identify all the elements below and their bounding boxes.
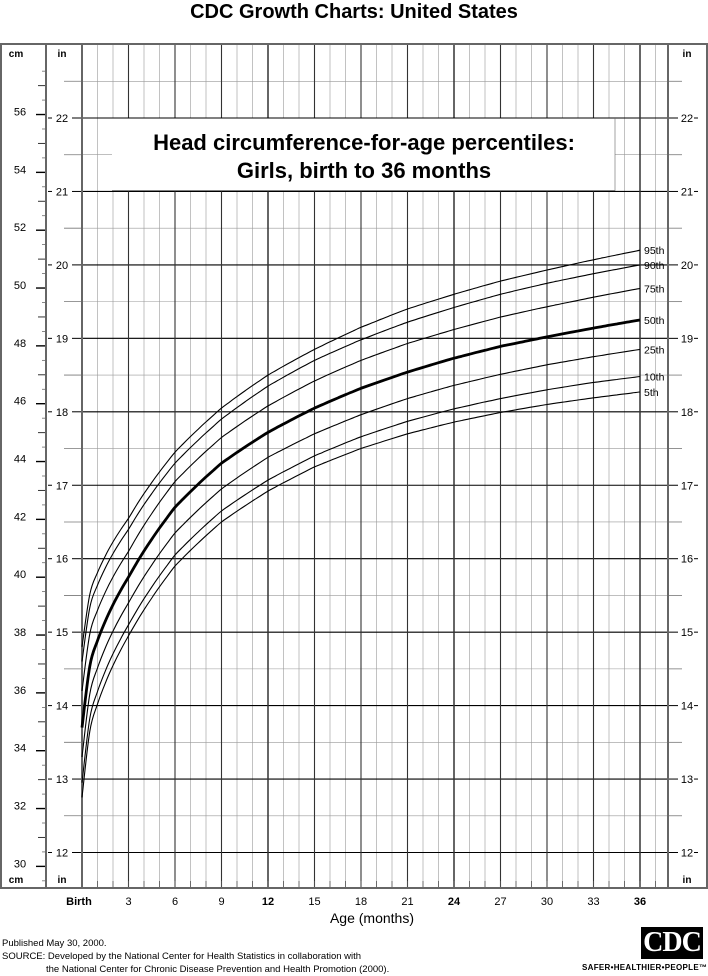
y-tick-cm: 40	[14, 569, 26, 581]
source-line-1: SOURCE: Developed by the National Center…	[2, 951, 362, 962]
x-tick-label: 6	[172, 896, 178, 908]
y-tick-cm: 54	[14, 164, 26, 176]
y-tick-in-right: 14	[681, 701, 693, 713]
percentile-curve-10th	[81, 375, 641, 783]
y-tick-cm: 52	[14, 222, 26, 234]
percentile-label-95th: 95th	[644, 245, 665, 257]
x-tick-label: 33	[587, 896, 599, 908]
percentile-label-5th: 5th	[644, 387, 659, 399]
x-tick-label: 18	[355, 896, 367, 908]
y-tick-in-right: 15	[681, 627, 693, 639]
footer: Published May 30, 2000. SOURCE: Develope…	[2, 937, 389, 976]
y-tick-in-left: 15	[56, 627, 68, 639]
y-tick-in-left: 17	[56, 480, 68, 492]
y-tick-in-left: 12	[56, 848, 68, 860]
y-tick-in-right: 12	[681, 848, 693, 860]
y-tick-in-left: 18	[56, 407, 68, 419]
y-tick-cm: 42	[14, 511, 26, 523]
x-tick-label: 3	[125, 896, 131, 908]
y-tick-in-right: 13	[681, 774, 693, 786]
percentile-curve-50th	[80, 318, 641, 728]
chart-title-line-1: Head circumference-for-age percentiles:	[153, 130, 575, 155]
y-tick-cm: 56	[14, 107, 26, 119]
y-tick-in-right: 21	[681, 186, 693, 198]
y-tick-in-left: 19	[56, 333, 68, 345]
x-axis-label: Age (months)	[330, 910, 414, 926]
x-tick-label: 30	[541, 896, 553, 908]
growth-chart: Head circumference-for-age percentiles: G…	[0, 43, 708, 926]
x-tick-label: 24	[448, 896, 461, 908]
cdc-tagline: SAFER•HEALTHIER•PEOPLE™	[582, 963, 708, 972]
percentile-label-25th: 25th	[644, 344, 665, 356]
y-tick-in-left: 14	[56, 701, 68, 713]
y-tick-cm: 30	[14, 858, 26, 870]
y-tick-cm: 50	[14, 280, 26, 292]
percentile-curve-75th	[81, 287, 641, 691]
y-tick-in-right: 22	[681, 113, 693, 125]
unit-cm-top: cm	[9, 49, 24, 60]
chart-title-line-2: Girls, birth to 36 months	[237, 158, 491, 183]
y-tick-in-right: 17	[681, 480, 693, 492]
source-line-2: the National Center for Chronic Disease …	[46, 964, 390, 975]
unit-in-bottom-left: in	[58, 875, 67, 886]
y-tick-in-left: 21	[56, 186, 68, 198]
x-tick-label: Birth	[66, 896, 92, 908]
y-tick-in-left: 16	[56, 554, 68, 566]
x-tick-label: 9	[218, 896, 224, 908]
y-tick-in-left: 22	[56, 113, 68, 125]
percentile-label-75th: 75th	[644, 283, 665, 295]
y-tick-cm: 34	[14, 743, 26, 755]
percentile-label-90th: 90th	[644, 260, 665, 272]
y-tick-in-right: 16	[681, 554, 693, 566]
y-tick-cm: 46	[14, 396, 26, 408]
percentile-curve-95th	[81, 249, 641, 647]
y-tick-in-left: 13	[56, 774, 68, 786]
percentile-curve-5th	[81, 391, 641, 798]
page-title: CDC Growth Charts: United States	[190, 1, 518, 23]
unit-in-top-right: in	[683, 49, 692, 60]
y-tick-cm: 44	[14, 454, 26, 466]
unit-cm-bottom: cm	[9, 875, 24, 886]
y-tick-cm: 48	[14, 338, 26, 350]
percentile-curve-90th	[81, 264, 641, 662]
y-tick-cm: 32	[14, 801, 26, 813]
x-tick-label: 36	[634, 896, 646, 908]
x-tick-label: 27	[494, 896, 506, 908]
y-tick-in-left: 20	[56, 260, 68, 272]
percentile-label-50th: 50th	[644, 315, 665, 327]
y-tick-in-right: 19	[681, 333, 693, 345]
unit-in-top-left: in	[58, 49, 67, 60]
y-tick-in-right: 18	[681, 407, 693, 419]
x-tick-label: 21	[401, 896, 413, 908]
x-tick-label: 15	[308, 896, 320, 908]
y-tick-cm: 38	[14, 627, 26, 639]
percentile-curve-25th	[81, 348, 641, 758]
percentile-label-10th: 10th	[644, 372, 665, 384]
y-tick-in-right: 20	[681, 260, 693, 272]
published-date: Published May 30, 2000.	[2, 938, 107, 949]
y-tick-cm: 36	[14, 685, 26, 697]
x-tick-label: 12	[262, 896, 274, 908]
cdc-logo-icon: CDC	[641, 927, 703, 959]
unit-in-bottom-right: in	[683, 875, 692, 886]
